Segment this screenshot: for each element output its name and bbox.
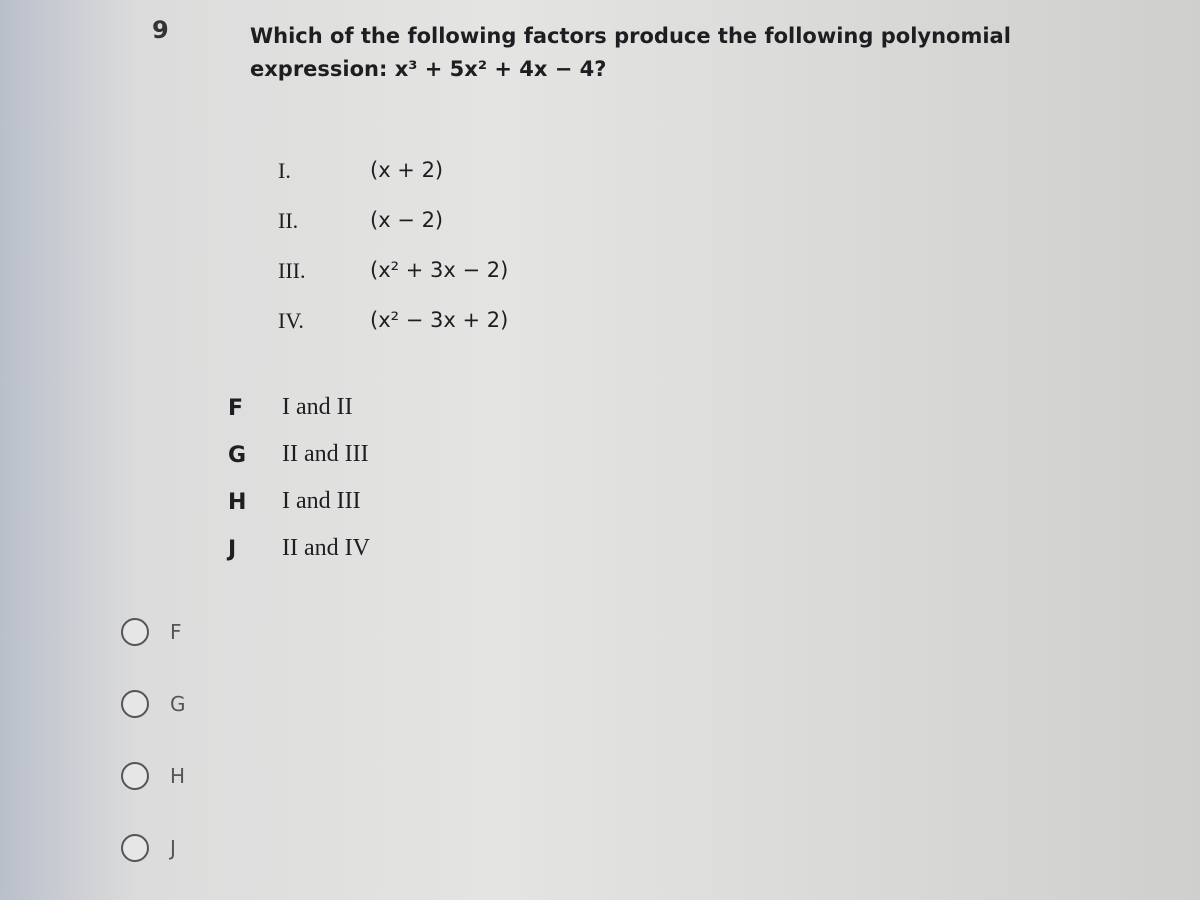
- choice-letter: G: [228, 443, 247, 468]
- option-label[interactable]: J: [170, 836, 176, 860]
- factor-expression: (x² + 3x − 2): [370, 258, 509, 282]
- question-number: 9: [152, 16, 169, 44]
- choice-text: I and III: [282, 488, 361, 514]
- factor-numeral: I.: [278, 158, 291, 183]
- option-label[interactable]: F: [170, 620, 182, 644]
- question-text: expression: x³ + 5x² + 4x − 4?: [250, 57, 607, 81]
- factor-expression: (x² − 3x + 2): [370, 308, 509, 332]
- question-text: Which of the following factors produce t…: [250, 24, 1011, 48]
- option-label[interactable]: G: [170, 692, 186, 716]
- radio-button[interactable]: [121, 618, 149, 646]
- choice-text: I and II: [282, 394, 353, 420]
- choice-text: II and III: [282, 441, 369, 467]
- choice-text: II and IV: [282, 535, 370, 561]
- radio-button[interactable]: [121, 762, 149, 790]
- choice-letter: H: [228, 490, 247, 515]
- choice-letter: F: [228, 396, 244, 421]
- radio-button[interactable]: [121, 834, 149, 862]
- factor-numeral: II.: [278, 208, 299, 233]
- choice-letter: J: [228, 537, 237, 562]
- factor-numeral: III.: [278, 258, 306, 283]
- option-label[interactable]: H: [170, 764, 186, 788]
- factor-expression: (x + 2): [370, 158, 444, 182]
- factor-expression: (x − 2): [370, 208, 444, 232]
- factor-numeral: IV.: [278, 308, 304, 333]
- radio-button[interactable]: [121, 690, 149, 718]
